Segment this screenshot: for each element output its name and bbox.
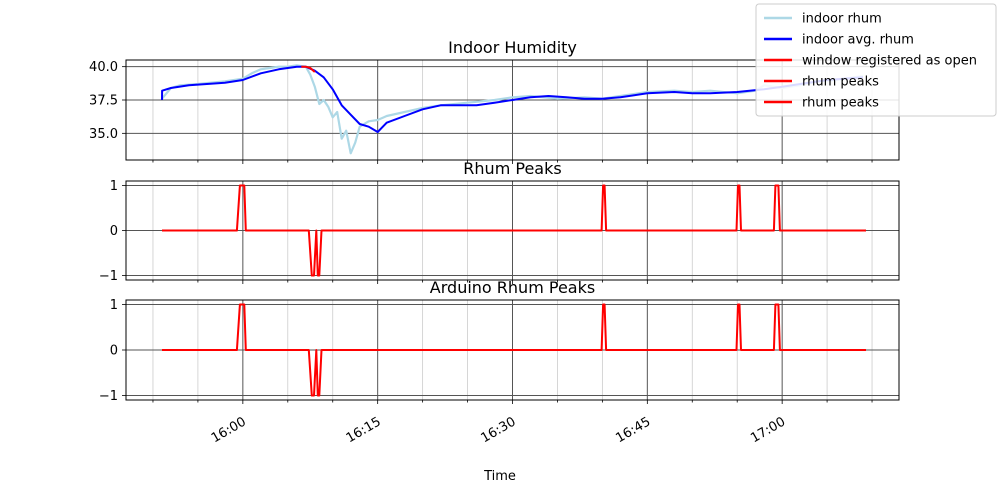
legend-label: rhum peaks [802,96,879,111]
panel-title: Rhum Peaks [463,159,561,178]
y-tick-label: 35.0 [89,127,118,142]
y-tick-label: −1 [99,269,118,284]
legend-label: indoor avg. rhum [802,33,914,48]
panel-title: Indoor Humidity [448,38,577,57]
panel-2: −1 0 1 Rhum Peaks [99,159,900,284]
y-tick-label: 0 [110,224,118,239]
legend-label: indoor rhum [802,12,882,27]
series-line-indoor-avg-rhum [161,65,864,133]
y-tick-label: 40.0 [89,60,118,75]
legend: indoor rhum indoor avg. rhum window regist… [755,3,997,117]
series-line-rhum-peaks [162,303,866,397]
series-line-rhum-peaks [162,184,866,277]
legend-label: window registered as open [802,54,977,69]
legend-label: rhum peaks [802,75,879,90]
plot-frame [125,180,900,281]
x-axis-label: Time [483,469,516,484]
plot-frame [125,299,900,401]
panel-1: 35.0 37.5 40.0 Indoor Humidity [89,38,900,164]
y-tick-label: 0 [110,344,118,359]
y-tick-label: 1 [110,298,118,313]
series-line-window-registered-as-open [301,65,316,73]
y-tick-label: 37.5 [89,94,118,109]
panel-title: Arduino Rhum Peaks [430,278,595,297]
y-tick-label: −1 [99,389,118,404]
series-line-indoor-rhum [161,64,864,155]
legend-box [755,3,997,117]
y-tick-label: 1 [110,179,118,194]
